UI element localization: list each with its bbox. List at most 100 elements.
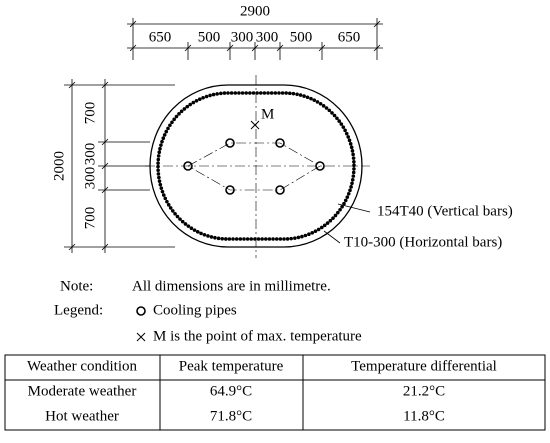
rebar-dot — [339, 122, 344, 126]
rebar-dot — [350, 149, 355, 153]
rebar-dot — [192, 228, 197, 232]
rebar-dot — [174, 114, 179, 119]
rebar-dot — [208, 93, 212, 98]
rebar-dot — [351, 170, 356, 175]
rebar-dot — [342, 201, 346, 206]
rebar-dot — [220, 236, 225, 241]
rebar-dot — [341, 125, 346, 129]
max-point-mark — [250, 120, 260, 130]
rebar-dot — [287, 91, 292, 96]
rebar-dot — [159, 186, 164, 190]
rebar-dot — [188, 102, 193, 107]
rebar-dot — [237, 91, 241, 95]
rebar-dot — [183, 222, 188, 226]
rebar-dot — [285, 237, 290, 241]
note-text: All dimensions are in millimetre. — [132, 278, 331, 294]
rebar-dot — [168, 206, 173, 210]
rebar-dot — [162, 133, 167, 137]
rebar-dot — [262, 91, 267, 95]
rebar-dot — [157, 175, 161, 180]
cooling-pipes — [183, 138, 325, 195]
rebar-dot — [177, 112, 181, 116]
table-grid — [4, 354, 546, 431]
rebar-dot — [316, 227, 321, 232]
rebar-dot — [278, 237, 283, 241]
rebar-dot — [296, 235, 301, 240]
rebar-dot — [260, 237, 264, 241]
rebar-dot — [349, 185, 353, 189]
dimension-label: 300 — [256, 29, 279, 45]
rebar-dot — [179, 109, 184, 114]
rebar-dot — [263, 237, 268, 241]
rebar-dot — [172, 117, 176, 122]
rebar-dot — [295, 92, 299, 97]
rebar-dot — [348, 142, 353, 146]
table-cell: Hot weather — [45, 408, 119, 424]
rebar-dot — [331, 216, 335, 220]
rebar-dot — [156, 172, 161, 176]
rebar-dot — [201, 95, 205, 100]
rebar-dot — [158, 182, 163, 187]
rebar-dot — [166, 126, 170, 131]
rebar-dot — [180, 219, 185, 224]
rebar-dot — [351, 174, 356, 178]
rebar-dot — [219, 91, 223, 96]
rebar-dot — [156, 161, 160, 165]
dimension-label: 650 — [338, 29, 361, 45]
rebar-dot — [157, 150, 162, 155]
rebar-dot — [273, 91, 278, 95]
dimension-label: 700 — [82, 207, 98, 230]
rebar-dot — [319, 225, 324, 230]
rebar-dot — [322, 223, 327, 228]
leader-lines — [323, 203, 371, 244]
rebar-dot — [325, 221, 330, 225]
rebar-dot — [242, 237, 246, 241]
rebar-dot — [161, 193, 166, 197]
rebar-dot — [302, 94, 306, 98]
rebar-dot — [305, 95, 310, 100]
table-cell: 71.8°C — [210, 408, 252, 424]
table-cell: Moderate weather — [28, 383, 137, 399]
rebar-dot — [185, 104, 190, 109]
rebar-dot — [161, 136, 166, 141]
rebar-dot — [303, 233, 308, 238]
rebar-dot — [158, 146, 162, 151]
dimension-label: 500 — [290, 29, 313, 45]
dimension-label: 300 — [231, 29, 254, 45]
rebar-dot — [274, 237, 279, 241]
rebar-dot — [284, 91, 288, 95]
rebar-dot — [156, 154, 161, 158]
rebar-dot — [277, 91, 281, 95]
rebar-dot — [160, 139, 164, 144]
rebar-dot — [213, 235, 217, 240]
rebar-dot — [256, 237, 261, 241]
rebar-dot — [310, 231, 315, 235]
rebar-dot — [199, 231, 203, 236]
rebar-dots — [156, 91, 356, 241]
rebar-dot — [346, 191, 351, 196]
rebar-dot — [234, 237, 239, 241]
rebar-dot — [267, 237, 272, 241]
rebar-dot — [166, 203, 171, 207]
rebar-dot — [309, 96, 313, 101]
rebar-dot — [345, 195, 350, 199]
dimension-label: 2000 — [51, 151, 67, 181]
rebar-dot — [332, 113, 337, 118]
rebar-dot — [350, 181, 354, 186]
rebar-dot — [189, 226, 194, 231]
legend-item: M is the point of max. temperature — [153, 328, 362, 344]
rebar-dot — [195, 230, 200, 234]
rebar-dot — [229, 91, 234, 95]
rebar-dot — [168, 123, 172, 128]
rebar-dot — [211, 92, 216, 97]
legend-label: Legend: — [54, 302, 103, 318]
rebar-dot — [215, 92, 219, 96]
rebar-dot — [352, 163, 356, 168]
rebar-dot — [194, 98, 199, 103]
center-lines — [145, 75, 370, 258]
rebar-dot — [202, 232, 207, 237]
rebar-dot — [248, 91, 252, 95]
dimension-label: 2900 — [240, 3, 270, 19]
rebar-dot — [324, 106, 329, 110]
